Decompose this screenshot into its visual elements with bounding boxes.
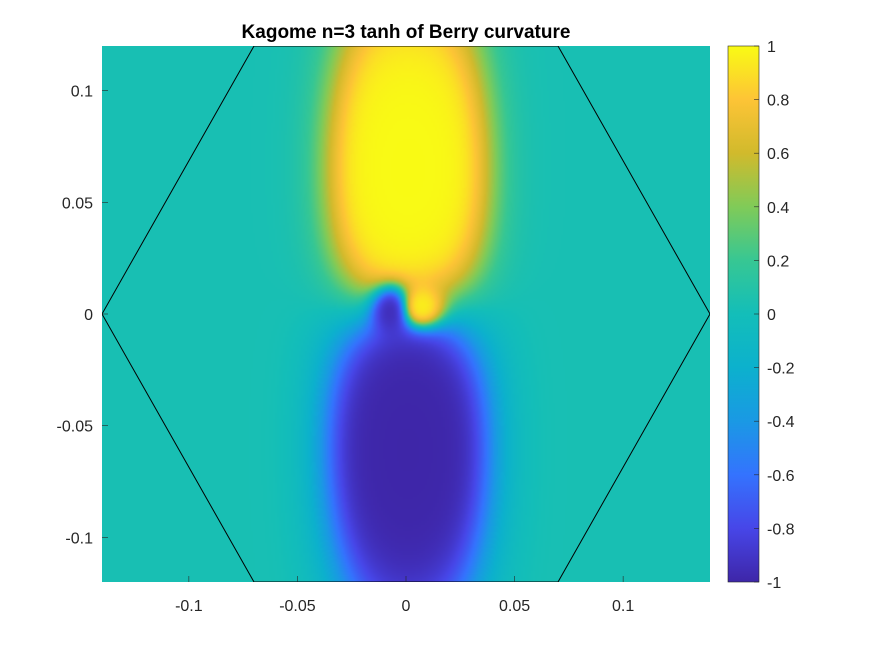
colorbar-tick-label: -0.4 — [767, 414, 795, 431]
colorbar-ticks: 1 0.8 0.6 0.4 0.2 0 -0.2 -0.4 -0.6 -0.8 -1 — [754, 39, 795, 592]
x-axis-ticks: -0.1 -0.05 0 0.05 0.1 — [175, 576, 634, 615]
heatmap-image — [102, 46, 710, 582]
colorbar: 1 0.8 0.6 0.4 0.2 0 -0.2 -0.4 -0.6 -0.8 -1 — [727, 39, 795, 592]
colorbar-tick-label: -0.2 — [767, 361, 795, 378]
chart-title: Kagome n=3 tanh of Berry curvature — [242, 22, 571, 43]
y-axis-ticks: 0.1 0.05 0 -0.05 -0.1 — [57, 84, 108, 547]
colorbar-strip — [727, 45, 760, 583]
colorbar-tick-label: -0.6 — [767, 468, 795, 485]
y-tick-label: 0 — [84, 307, 93, 324]
colorbar-tick-label: 0.2 — [767, 253, 789, 270]
colorbar-tick-label: 1 — [767, 39, 776, 56]
x-tick-label: -0.05 — [279, 598, 316, 615]
y-tick-label: 0.05 — [62, 195, 93, 212]
colorbar-tick-label: 0.4 — [767, 200, 789, 217]
x-tick-label: 0.1 — [612, 598, 634, 615]
y-tick-label: 0.1 — [71, 84, 93, 101]
colorbar-tick-label: -0.8 — [767, 521, 795, 538]
colorbar-tick-label: 0.8 — [767, 93, 789, 110]
x-tick-label: 0.05 — [499, 598, 530, 615]
colorbar-tick-label: -1 — [767, 575, 781, 592]
plot-area — [102, 46, 710, 582]
x-tick-label: -0.1 — [175, 598, 203, 615]
colorbar-tick-label: 0 — [767, 307, 776, 324]
y-tick-label: -0.05 — [57, 419, 94, 436]
y-tick-label: -0.1 — [65, 530, 93, 547]
colorbar-tick-label: 0.6 — [767, 146, 789, 163]
x-tick-label: 0 — [402, 598, 411, 615]
